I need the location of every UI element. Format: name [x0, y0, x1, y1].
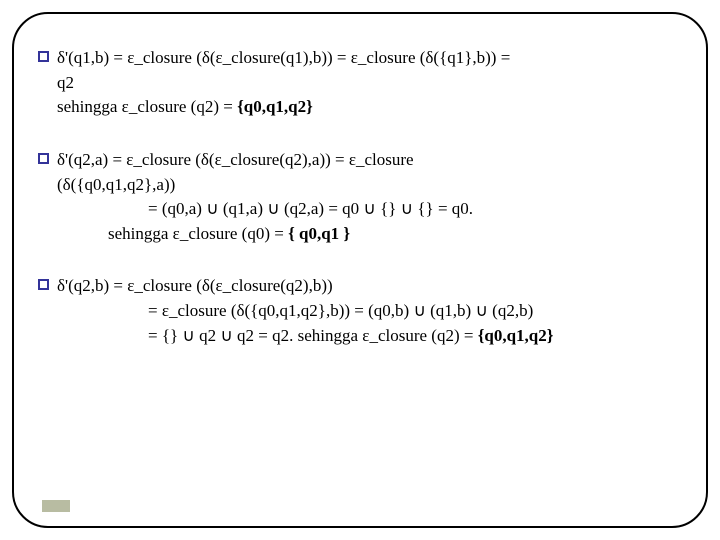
line-text: δ'(q2,b) = ε_closure (δ(ε_closure(q2),b)…: [57, 274, 333, 299]
line-text: = ε_closure (δ({q0,q1,q2},b)) = (q0,b) ∪…: [38, 299, 682, 324]
line-text: q2: [38, 71, 682, 96]
square-bullet-icon: [38, 51, 49, 62]
line-text: δ'(q2,a) = ε_closure (δ(ε_closure(q2),a)…: [57, 148, 414, 173]
line-text: = {} ∪ q2 ∪ q2 = q2. sehingga ε_closure …: [38, 324, 682, 349]
square-bullet-icon: [38, 153, 49, 164]
line-text: (δ({q0,q1,q2},a)): [38, 173, 682, 198]
line-text: sehingga ε_closure (q0) = { q0,q1 }: [38, 222, 682, 247]
square-bullet-icon: [38, 279, 49, 290]
bullet-line: δ'(q1,b) = ε_closure (δ(ε_closure(q1),b)…: [38, 46, 682, 71]
content-area: δ'(q1,b) = ε_closure (δ(ε_closure(q1),b)…: [38, 46, 682, 348]
slide-frame: δ'(q1,b) = ε_closure (δ(ε_closure(q1),b)…: [12, 12, 708, 528]
line-text: sehingga ε_closure (q2) = {q0,q1,q2}: [38, 95, 682, 120]
text-block: δ'(q2,b) = ε_closure (δ(ε_closure(q2),b)…: [38, 274, 682, 348]
corner-decoration: [42, 500, 70, 512]
bullet-line: δ'(q2,b) = ε_closure (δ(ε_closure(q2),b)…: [38, 274, 682, 299]
text-block: δ'(q2,a) = ε_closure (δ(ε_closure(q2),a)…: [38, 148, 682, 247]
line-text: = (q0,a) ∪ (q1,a) ∪ (q2,a) = q0 ∪ {} ∪ {…: [38, 197, 682, 222]
bullet-line: δ'(q2,a) = ε_closure (δ(ε_closure(q2),a)…: [38, 148, 682, 173]
text-block: δ'(q1,b) = ε_closure (δ(ε_closure(q1),b)…: [38, 46, 682, 120]
line-text: δ'(q1,b) = ε_closure (δ(ε_closure(q1),b)…: [57, 46, 510, 71]
